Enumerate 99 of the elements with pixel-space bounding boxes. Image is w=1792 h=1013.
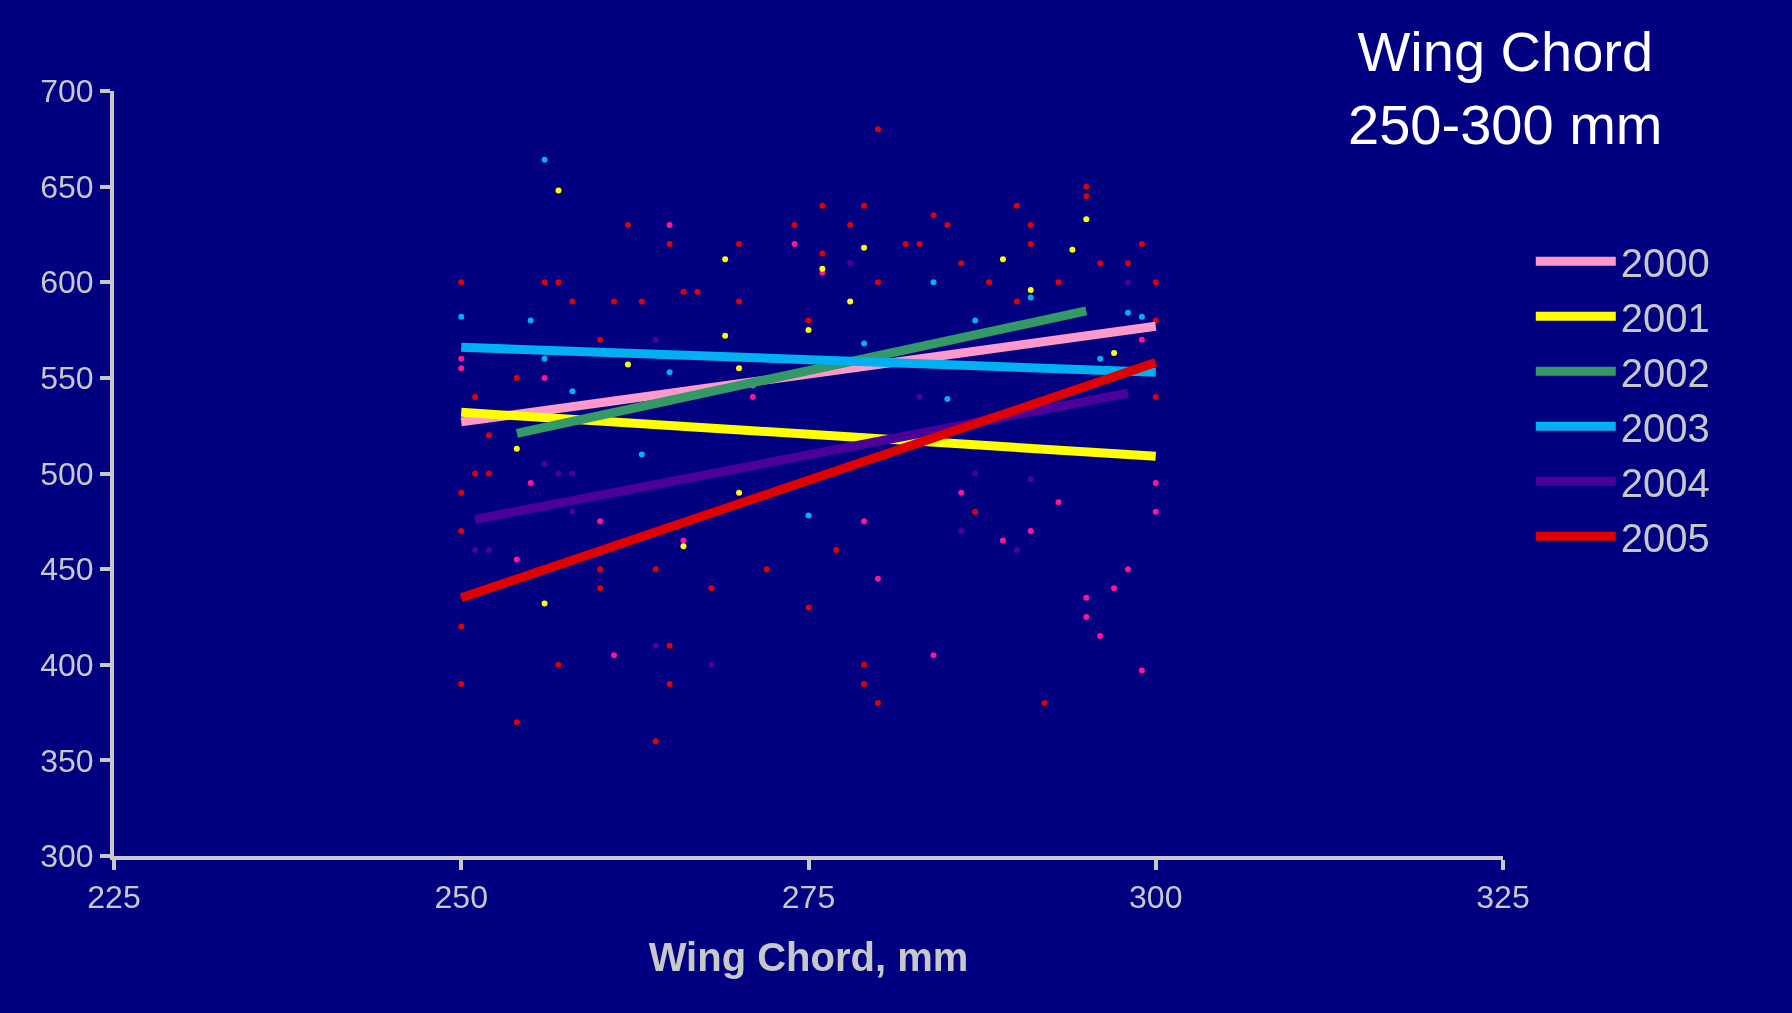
- point: [861, 340, 868, 347]
- point: [1083, 613, 1090, 620]
- y-tick-label: 350: [40, 742, 94, 779]
- point: [1013, 547, 1020, 553]
- point: [541, 156, 548, 163]
- point: [999, 256, 1006, 263]
- point: [1069, 246, 1076, 253]
- x-tick-label: 250: [434, 879, 488, 916]
- point: [972, 470, 979, 477]
- point: [861, 244, 868, 251]
- y-tick-label: 600: [40, 264, 94, 301]
- point: [1152, 480, 1159, 487]
- point: [722, 256, 729, 263]
- point: [805, 327, 812, 334]
- point: [916, 394, 923, 400]
- point: [555, 187, 562, 194]
- point: [458, 355, 465, 362]
- point: [847, 260, 854, 267]
- legend-label: 2001: [1620, 295, 1710, 340]
- point: [1138, 667, 1145, 674]
- point: [1138, 336, 1145, 343]
- point: [1083, 216, 1090, 223]
- point: [847, 298, 854, 305]
- legend-label: 2003: [1620, 405, 1710, 450]
- point: [1027, 476, 1034, 483]
- point: [1055, 499, 1062, 506]
- point: [736, 489, 743, 496]
- point: [555, 470, 562, 477]
- point: [458, 313, 465, 320]
- point: [486, 547, 493, 553]
- point: [1097, 633, 1104, 640]
- point: [569, 388, 576, 395]
- point: [666, 369, 673, 376]
- y-tick-label: 550: [40, 360, 94, 397]
- point: [722, 332, 729, 339]
- legend-label: 2005: [1620, 515, 1710, 560]
- point: [1111, 350, 1118, 357]
- point: [1083, 594, 1090, 601]
- point: [805, 512, 812, 519]
- point: [708, 661, 715, 668]
- point: [527, 480, 534, 487]
- point: [1027, 527, 1034, 534]
- point: [541, 600, 548, 607]
- point: [1027, 286, 1034, 293]
- point: [1138, 313, 1145, 320]
- point: [819, 265, 826, 272]
- point: [736, 365, 743, 372]
- point: [458, 365, 465, 372]
- point: [541, 460, 548, 467]
- x-tick-label: 275: [781, 879, 836, 916]
- point: [569, 470, 576, 477]
- point: [1124, 566, 1131, 573]
- point: [1124, 309, 1131, 316]
- point: [680, 543, 687, 550]
- point: [1152, 508, 1159, 515]
- point: [652, 642, 659, 649]
- point: [999, 537, 1006, 544]
- point: [958, 527, 965, 534]
- point: [597, 518, 604, 525]
- legend-label: 2004: [1620, 460, 1710, 505]
- point: [930, 279, 937, 286]
- y-tick-label: 500: [40, 455, 94, 492]
- y-tick-label: 700: [40, 73, 94, 110]
- point: [638, 451, 645, 458]
- point: [541, 374, 548, 381]
- x-axis-title: Wing Chord, mm: [648, 935, 969, 980]
- point: [666, 221, 673, 228]
- point: [1097, 355, 1104, 362]
- x-tick-label: 300: [1129, 879, 1183, 916]
- point: [472, 547, 479, 553]
- point: [958, 489, 965, 496]
- point: [1027, 294, 1034, 301]
- x-tick-label: 325: [1476, 879, 1530, 916]
- point: [861, 518, 868, 525]
- point: [749, 394, 756, 400]
- legend-label: 2000: [1620, 240, 1710, 285]
- point: [972, 317, 979, 324]
- point: [624, 361, 631, 368]
- point: [652, 336, 659, 343]
- point: [1111, 585, 1118, 592]
- point: [944, 395, 951, 402]
- y-tick-label: 300: [40, 838, 94, 875]
- chart-title: Wing Chord 250-300 mm: [1348, 19, 1663, 156]
- point: [541, 355, 548, 362]
- y-tick-label: 400: [40, 646, 94, 683]
- point: [513, 556, 520, 563]
- point: [569, 508, 576, 515]
- point: [527, 317, 534, 324]
- point: [611, 652, 618, 659]
- point: [930, 652, 937, 659]
- point: [874, 575, 881, 582]
- point: [791, 241, 798, 247]
- legend-label: 2002: [1620, 350, 1710, 395]
- point: [680, 537, 687, 544]
- point: [513, 445, 520, 452]
- x-tick-label: 225: [87, 879, 141, 916]
- y-tick-label: 650: [40, 168, 94, 205]
- y-tick-label: 450: [40, 551, 94, 588]
- point: [1124, 279, 1131, 286]
